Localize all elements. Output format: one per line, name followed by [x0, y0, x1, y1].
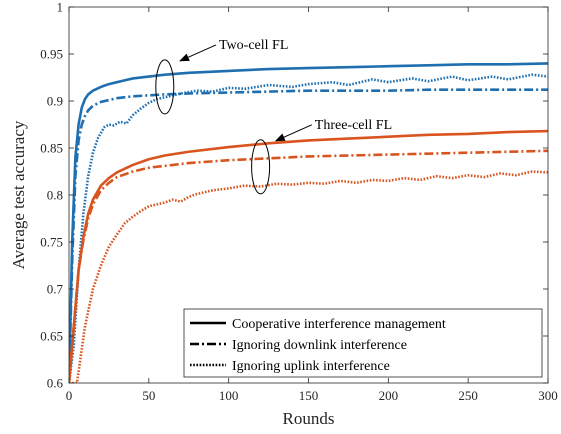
y-tick-label: 0.85 [40, 141, 63, 156]
annotation-label: Two-cell FL [219, 38, 288, 53]
x-axis-label: Rounds [283, 409, 335, 428]
series-line-three-cell-dashdot [69, 149, 548, 383]
y-tick-label: 0.6 [47, 376, 64, 391]
series-line-three-cell-dotted [69, 170, 548, 383]
y-tick-label: 0.7 [47, 282, 64, 297]
y-tick-label: 0.95 [40, 47, 63, 62]
x-tick-label: 50 [142, 388, 155, 403]
series-line-two-cell-dashdot [69, 88, 548, 383]
x-tick-label: 150 [299, 388, 319, 403]
y-tick-label: 0.9 [47, 94, 63, 109]
legend: Cooperative interference management Ignor… [183, 308, 543, 378]
annotation-arrow [179, 44, 217, 62]
x-tick-label: 200 [379, 388, 399, 403]
annotation-ellipse [251, 139, 271, 195]
legend-label: Cooperative interference management [232, 317, 446, 332]
y-tick-label: 0.75 [40, 235, 63, 250]
y-tick-label: 0.8 [47, 188, 63, 203]
series-line-two-cell-dotted [69, 73, 548, 383]
y-tick-label: 1 [57, 0, 64, 15]
annotation-arrow [274, 124, 312, 142]
x-tick-label: 0 [66, 388, 73, 403]
y-axis-label: Average test accuracy [9, 120, 28, 269]
annotation-label: Three-cell FL [315, 118, 392, 133]
series-layer [69, 62, 548, 383]
y-tick-label: 0.65 [40, 329, 63, 344]
ticks-layer: 0 50 100 150 200 250 300 0.6 0.65 0.7 0.75 0.8 0.85 0… [40, 0, 558, 403]
x-tick-label: 250 [458, 388, 478, 403]
x-tick-label: 100 [219, 388, 239, 403]
series-line-two-cell-solid [69, 62, 548, 383]
annotations-layer: Two-cell FL Three-cell FL [155, 38, 392, 195]
legend-label: Ignoring downlink interference [232, 338, 407, 353]
annotation-ellipse [155, 59, 175, 115]
legend-box [183, 308, 543, 378]
x-tick-label: 300 [538, 388, 558, 403]
legend-label: Ignoring uplink interference [232, 359, 390, 374]
